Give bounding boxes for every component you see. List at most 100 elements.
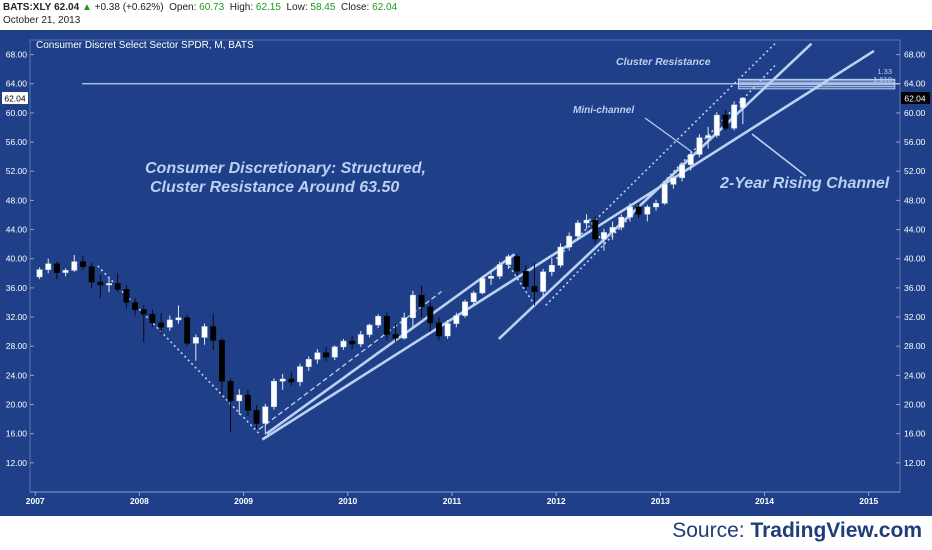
candle-body xyxy=(427,306,434,324)
candle-body xyxy=(305,359,312,367)
close-value: 62.04 xyxy=(372,2,398,13)
last-price-marker-right xyxy=(901,92,930,105)
candle-body xyxy=(201,326,208,338)
trendline-rising-channel-base xyxy=(265,253,516,435)
y-tick-label-left: 36.00 xyxy=(6,283,28,293)
y-tick-label-right: 20.00 xyxy=(904,400,926,410)
candle-body xyxy=(288,378,295,383)
source-label: Source: xyxy=(672,519,745,542)
candle-body xyxy=(436,322,442,337)
candle-body xyxy=(97,281,104,286)
candle-body xyxy=(653,203,659,208)
candle-body xyxy=(175,317,182,321)
y-tick-label-left: 20.00 xyxy=(6,400,28,410)
candle-body xyxy=(531,286,538,292)
candle-body xyxy=(392,334,399,339)
high-value: 62.15 xyxy=(255,2,281,13)
x-tick-label: 2011 xyxy=(443,496,462,506)
candle-body xyxy=(357,334,364,345)
source-credit: Source: TradingView.com xyxy=(672,519,922,543)
candle-body xyxy=(375,316,382,326)
last-price-marker-left xyxy=(2,92,28,105)
x-tick-label: 2009 xyxy=(234,496,253,506)
annotation-main-line-1: Consumer Discretionary: Structured, xyxy=(145,160,426,177)
annotation-cluster-resistance: Cluster Resistance xyxy=(616,56,711,68)
candle-body xyxy=(462,301,468,316)
candle-body xyxy=(36,269,43,278)
trendline-recovery-dashed xyxy=(258,290,442,430)
y-tick-label-right: 16.00 xyxy=(904,429,926,439)
candle-body xyxy=(488,275,494,279)
candle-body xyxy=(349,340,356,345)
candle-body xyxy=(184,317,191,344)
rising-channel-pointer xyxy=(751,133,807,177)
annotation-rising-channel: 2-Year Rising Channel xyxy=(719,175,890,192)
y-tick-label-right: 44.00 xyxy=(904,225,926,235)
y-tick-label-right: 32.00 xyxy=(904,312,926,322)
candle-body xyxy=(722,114,729,129)
chart-header: BATS:XLY 62.04 ▲ +0.38 (+0.62%) Open: 60… xyxy=(0,0,932,30)
candle-body xyxy=(739,97,746,108)
candle-body xyxy=(253,410,260,424)
source-name: TradingView.com xyxy=(750,519,922,542)
y-tick-label-right: 68.00 xyxy=(904,50,926,60)
candle-body xyxy=(557,246,564,266)
trendline-rising-channel-upper xyxy=(497,42,813,340)
y-tick-label-left: 60.00 xyxy=(6,108,28,118)
candle-body xyxy=(123,289,130,303)
x-tick-label: 2012 xyxy=(547,496,566,506)
trendline-mini-channel-upper xyxy=(555,43,776,260)
candle-body xyxy=(618,216,625,228)
y-tick-label-left: 44.00 xyxy=(6,225,28,235)
candle-body xyxy=(444,323,451,337)
candle-body xyxy=(114,283,121,290)
x-tick-label: 2015 xyxy=(859,496,878,506)
candle-body xyxy=(218,340,225,382)
y-tick-label-right: 52.00 xyxy=(904,166,926,176)
y-tick-label-left: 56.00 xyxy=(6,137,28,147)
y-tick-label-right: 40.00 xyxy=(904,254,926,264)
y-tick-label-left: 40.00 xyxy=(6,254,28,264)
candle-body xyxy=(297,366,303,383)
y-tick-label-right: 36.00 xyxy=(904,283,926,293)
candle-body xyxy=(453,315,460,324)
candle-body xyxy=(479,278,486,294)
candle-body xyxy=(149,313,156,324)
y-tick-label-left: 16.00 xyxy=(6,429,28,439)
y-tick-label-right: 64.00 xyxy=(904,79,926,89)
x-tick-label: 2007 xyxy=(26,496,45,506)
y-tick-label-right: 24.00 xyxy=(904,370,926,380)
x-tick-label: 2008 xyxy=(130,496,149,506)
y-tick-label-left: 64.00 xyxy=(6,79,28,89)
last-price: 62.04 xyxy=(54,2,80,13)
candle-body xyxy=(635,206,642,215)
candle-body xyxy=(696,137,703,155)
open-value: 60.73 xyxy=(199,2,225,13)
x-tick-label: 2013 xyxy=(651,496,670,506)
candle-body xyxy=(227,380,234,402)
candle-body xyxy=(496,264,503,277)
price-chart[interactable]: 12.00 12.00 16.00 16.00 20.00 20.00 24.00 24.00… xyxy=(0,30,932,516)
candle-body xyxy=(592,219,599,240)
y-tick-label-right: 12.00 xyxy=(904,458,926,468)
y-tick-label-left: 48.00 xyxy=(6,195,28,205)
annotation-main-line-2: Cluster Resistance Around 63.50 xyxy=(150,179,399,196)
y-tick-label-right: 60.00 xyxy=(904,108,926,118)
candle-body xyxy=(53,263,60,273)
candle-body xyxy=(679,164,686,179)
candle-body xyxy=(271,380,277,407)
symbol-label: BATS:XLY xyxy=(3,2,52,13)
candle-body xyxy=(236,394,243,402)
candle-body xyxy=(132,302,139,310)
chart-frame[interactable] xyxy=(0,30,932,516)
candle-body xyxy=(731,104,738,129)
last-price-label-right: 62.04 xyxy=(904,94,926,104)
candle-body xyxy=(383,316,390,335)
candle-body xyxy=(644,206,651,215)
quote-date: October 21, 2013 xyxy=(3,15,81,26)
quote-line: BATS:XLY 62.04 ▲ +0.38 (+0.62%) Open: 60… xyxy=(3,2,397,13)
candle-body xyxy=(106,283,112,286)
last-price-label-left: 62.04 xyxy=(4,94,26,104)
candle-body xyxy=(314,352,321,360)
candle-body xyxy=(401,317,408,339)
